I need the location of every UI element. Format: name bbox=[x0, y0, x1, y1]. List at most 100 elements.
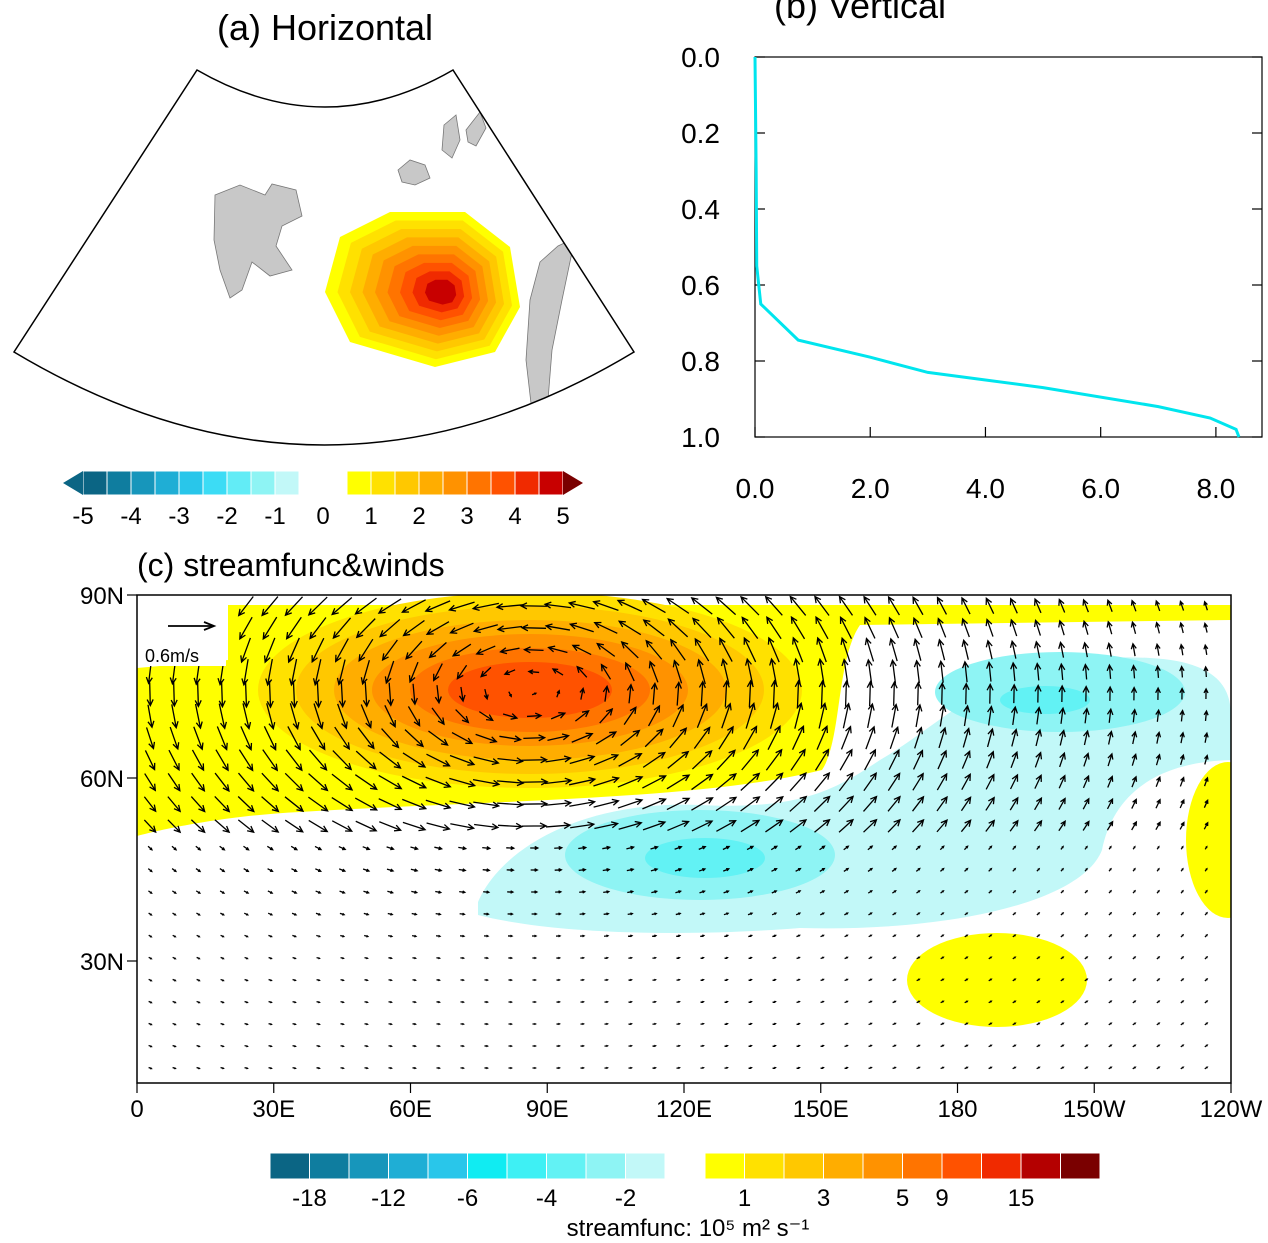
colorbar-box bbox=[546, 1152, 587, 1180]
wind-vector bbox=[839, 616, 853, 639]
wind-vector bbox=[1179, 821, 1185, 830]
wind-vector bbox=[887, 595, 900, 616]
wind-vector bbox=[237, 772, 255, 793]
wind-vector bbox=[721, 702, 732, 729]
wind-vector bbox=[1106, 685, 1114, 701]
wind-vector bbox=[863, 595, 877, 616]
wind-vector bbox=[767, 636, 780, 663]
wind-vector bbox=[1203, 754, 1209, 765]
wind-vector bbox=[580, 1044, 585, 1048]
wind-vector bbox=[483, 934, 490, 938]
wind-vector bbox=[814, 818, 831, 833]
wind-vector bbox=[962, 682, 970, 705]
wind-vector bbox=[628, 978, 633, 982]
wind-vector bbox=[331, 597, 353, 616]
wind-vector bbox=[171, 704, 179, 730]
wind-vector bbox=[891, 867, 897, 872]
wind-vector bbox=[482, 846, 492, 851]
wind-vector bbox=[340, 934, 346, 938]
wind-vector bbox=[215, 749, 229, 772]
wind-vector bbox=[433, 663, 443, 682]
wind-vector bbox=[289, 658, 298, 687]
wind-vector bbox=[988, 1000, 993, 1004]
wind-vector bbox=[1108, 845, 1112, 850]
colorbar-box bbox=[506, 1152, 547, 1180]
wind-vector bbox=[1180, 955, 1185, 960]
wind-vector bbox=[747, 912, 754, 916]
wind-vector bbox=[1180, 1000, 1185, 1004]
wind-vector bbox=[243, 890, 250, 894]
wind-vector bbox=[1154, 664, 1161, 678]
wind-vector bbox=[1036, 1022, 1041, 1026]
colorbar-label: 2 bbox=[412, 503, 425, 530]
wind-vector bbox=[194, 681, 202, 708]
wind-vector bbox=[604, 1066, 609, 1070]
wind-vector bbox=[190, 819, 206, 834]
wind-vector bbox=[237, 796, 255, 813]
wind-vector bbox=[600, 663, 612, 680]
wind-vector bbox=[172, 1044, 177, 1048]
wind-vector bbox=[311, 637, 325, 664]
wind-vector bbox=[544, 777, 573, 785]
wind-vector bbox=[502, 713, 519, 720]
map-c bbox=[137, 595, 1231, 1070]
wind-vector bbox=[961, 660, 970, 683]
wind-vector bbox=[1012, 956, 1017, 960]
wind-vector bbox=[867, 867, 874, 872]
wind-vector bbox=[1082, 774, 1090, 789]
wind-vector bbox=[650, 867, 659, 872]
wind-vector bbox=[484, 956, 490, 960]
wind-vector bbox=[744, 657, 754, 685]
map-a-frame bbox=[12, 68, 636, 446]
wind-vector bbox=[986, 682, 994, 704]
wind-vector bbox=[261, 772, 280, 792]
wind-vector bbox=[937, 659, 945, 683]
wind-vector bbox=[772, 1000, 777, 1004]
wind-vector bbox=[940, 1066, 945, 1070]
wind-vector bbox=[916, 1044, 921, 1048]
wind-vector bbox=[696, 702, 708, 728]
wind-vector bbox=[676, 1066, 681, 1070]
wind-vector bbox=[523, 646, 544, 654]
wind-vector bbox=[268, 1000, 273, 1004]
wind-vector bbox=[844, 912, 849, 916]
wind-vector bbox=[912, 749, 924, 770]
wind-vector bbox=[434, 868, 443, 873]
contour-fill bbox=[1186, 762, 1231, 918]
wind-vector bbox=[381, 639, 398, 662]
wind-vector bbox=[147, 704, 155, 729]
wind-vector bbox=[1107, 730, 1114, 745]
wind-vector bbox=[218, 681, 226, 709]
wind-vector bbox=[887, 818, 901, 833]
wind-vector bbox=[412, 978, 417, 982]
wind-vector bbox=[455, 709, 470, 724]
wind-vector bbox=[820, 1044, 825, 1048]
land bbox=[525, 237, 576, 413]
wind-vector bbox=[148, 978, 153, 982]
wind-vector bbox=[579, 912, 586, 916]
wind-vector bbox=[354, 774, 378, 791]
wind-vector bbox=[961, 638, 969, 660]
colorbar-box bbox=[226, 470, 252, 496]
wind-vector bbox=[1155, 820, 1161, 831]
wind-vector bbox=[531, 890, 539, 894]
wind-vector bbox=[331, 796, 354, 812]
wind-vector bbox=[863, 772, 878, 792]
wind-vector bbox=[843, 845, 850, 851]
wind-vector bbox=[820, 956, 825, 960]
wind-vector bbox=[408, 661, 419, 684]
wind-vector bbox=[765, 748, 783, 771]
wind-vector bbox=[723, 912, 730, 916]
wind-vector bbox=[1180, 1022, 1185, 1026]
wind-vector bbox=[652, 978, 657, 982]
wind-vector bbox=[912, 772, 924, 791]
wind-vector bbox=[652, 1022, 657, 1026]
wind-vector bbox=[618, 753, 643, 767]
wind-vector bbox=[1012, 1022, 1017, 1026]
wind-vector bbox=[715, 773, 737, 791]
wind-vector bbox=[167, 772, 181, 792]
wind-vector bbox=[1059, 751, 1066, 768]
wind-vector bbox=[1084, 845, 1088, 850]
wind-vector bbox=[172, 912, 177, 916]
wind-vector bbox=[1203, 665, 1209, 678]
